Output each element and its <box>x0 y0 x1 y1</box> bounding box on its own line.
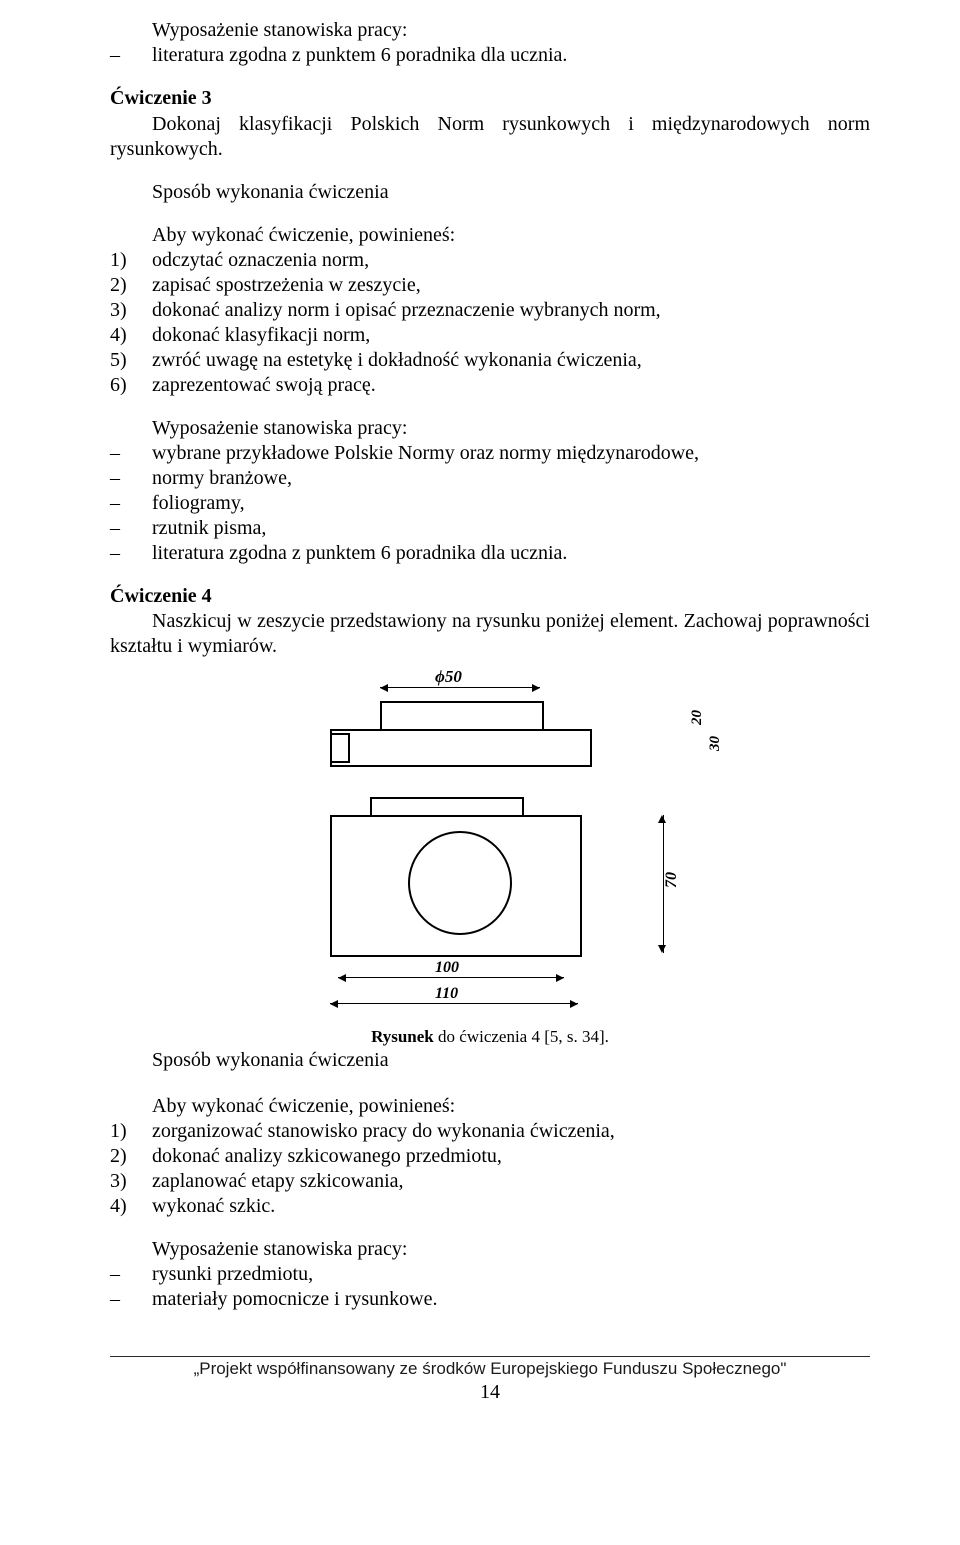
list-item: literatura zgodna z punktem 6 poradnika … <box>110 43 870 68</box>
exercise-3-body-line2: rysunkowych. <box>110 137 870 162</box>
page-footer: „Projekt współfinansowany ze środków Eur… <box>110 1356 870 1404</box>
dim-line-top <box>380 687 540 688</box>
exercise-4-title: Ćwiczenie 4 <box>110 584 870 609</box>
list-item: literatura zgodna z punktem 6 poradnika … <box>110 541 870 566</box>
list-item: wybrane przykładowe Polskie Normy oraz n… <box>110 441 870 466</box>
list-item: foliogramy, <box>110 491 870 516</box>
equipment-heading-1: Wyposażenie stanowiska pracy: <box>110 18 870 43</box>
dim-line-110 <box>330 1003 578 1004</box>
list-item: rzutnik pisma, <box>110 516 870 541</box>
list-item: wykonać szkic. <box>110 1194 870 1219</box>
exercise-3-title: Ćwiczenie 3 <box>110 86 870 111</box>
equipment-heading-3: Wyposażenie stanowiska pracy: <box>110 1237 870 1262</box>
list-item: zapisać spostrzeżenia w zeszycie, <box>110 273 870 298</box>
drawing-top-view: ϕ50 20 30 <box>330 667 650 787</box>
exercise-4-steps: zorganizować stanowisko pracy do wykonan… <box>110 1119 870 1219</box>
equipment-heading-2: Wyposażenie stanowiska pracy: <box>110 416 870 441</box>
exercise-3-body-line1: Dokonaj klasyfikacji Polskich Norm rysun… <box>110 111 870 137</box>
page-number: 14 <box>110 1381 870 1404</box>
top-base-rect <box>330 729 592 767</box>
list-item: dokonać analizy szkicowanego przedmiotu, <box>110 1144 870 1169</box>
list-item: zwróć uwagę na estetykę i dokładność wyk… <box>110 348 870 373</box>
dim-70: 70 <box>663 872 681 888</box>
list-item: dokonać analizy norm i opisać przeznacze… <box>110 298 870 323</box>
aby-label-1: Aby wykonać ćwiczenie, powinieneś: <box>110 223 870 248</box>
list-item: materiały pomocnicze i rysunkowe. <box>110 1287 870 1312</box>
top-small-rect <box>330 733 350 763</box>
dim-30: 30 <box>707 736 724 751</box>
exercise-3-steps: odczytać oznaczenia norm, zapisać spostr… <box>110 248 870 398</box>
dim-phi50: ϕ50 <box>435 667 462 687</box>
sposob-label-1: Sposób wykonania ćwiczenia <box>110 180 870 205</box>
list-item: zaplanować etapy szkicowania, <box>110 1169 870 1194</box>
list-item: odczytać oznaczenia norm, <box>110 248 870 273</box>
caption-bold: Rysunek <box>371 1027 434 1046</box>
equipment-list-2: wybrane przykładowe Polskie Normy oraz n… <box>110 441 870 566</box>
dim-line-100 <box>338 977 564 978</box>
list-item: rysunki przedmiotu, <box>110 1262 870 1287</box>
list-item: dokonać klasyfikacji norm, <box>110 323 870 348</box>
figure-caption: Rysunek do ćwiczenia 4 [5, s. 34]. <box>110 1027 870 1047</box>
footer-text: „Projekt współfinansowany ze środków Eur… <box>110 1359 870 1379</box>
aby-label-2: Aby wykonać ćwiczenie, powinieneś: <box>110 1094 870 1119</box>
list-item: zorganizować stanowisko pracy do wykonan… <box>110 1119 870 1144</box>
equipment-list-1: literatura zgodna z punktem 6 poradnika … <box>110 43 870 68</box>
front-circle <box>408 831 512 935</box>
front-step <box>370 797 524 817</box>
sposob-label-2: Sposób wykonania ćwiczenia <box>110 1049 870 1072</box>
top-step-rect <box>380 701 544 731</box>
caption-rest: do ćwiczenia 4 [5, s. 34]. <box>434 1027 609 1046</box>
exercise-4-body: Naszkicuj w zeszycie przedstawiony na ry… <box>110 609 870 659</box>
dim-20: 20 <box>689 710 706 725</box>
dim-110: 110 <box>435 985 458 1003</box>
technical-drawing: ϕ50 20 30 70 100 110 <box>310 667 670 1017</box>
dim-100: 100 <box>435 959 459 977</box>
equipment-list-3: rysunki przedmiotu, materiały pomocnicze… <box>110 1262 870 1312</box>
drawing-front-view: 70 100 110 <box>330 797 650 1017</box>
list-item: normy branżowe, <box>110 466 870 491</box>
list-item: zaprezentować swoją pracę. <box>110 373 870 398</box>
